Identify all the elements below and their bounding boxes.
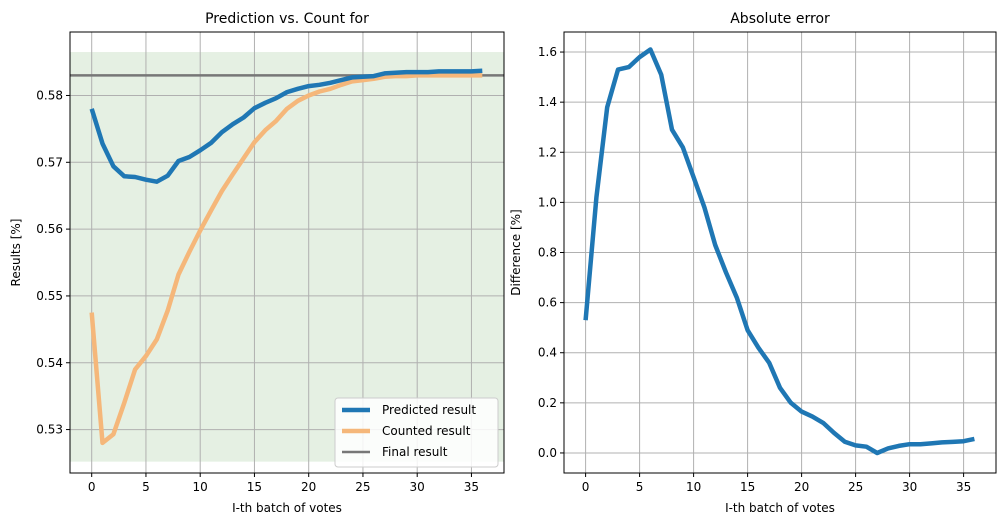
y-tick-label: 1.6 [538, 45, 557, 59]
x-tick-label: 25 [848, 480, 863, 494]
legend: Predicted result Counted result Final resu… [334, 397, 499, 468]
chart-1: 0 5 10 15 20 25 30 35 0.53 0.54 0.55 0.56 0.57 0.58 Pr… [9, 11, 505, 515]
axes-frame [69, 31, 505, 474]
x-tick-label: 0 [582, 480, 590, 494]
x-tick-label: 20 [301, 480, 316, 494]
x-tick-label: 0 [88, 480, 96, 494]
y-tick-label: 0.54 [36, 356, 63, 370]
x-tick-label: 25 [355, 480, 370, 494]
y-tick-label: 0.0 [538, 446, 557, 460]
x-axis-label: I-th batch of votes [232, 501, 342, 515]
x-tick-label: 15 [247, 480, 262, 494]
y-tick-label: 0.53 [36, 423, 63, 437]
y-tick-label: 0.2 [538, 396, 557, 410]
y-tick-label: 0.8 [538, 246, 557, 260]
x-tick-label: 20 [794, 480, 809, 494]
legend-counted-label: Counted result [382, 424, 471, 438]
legend-final-label: Final result [382, 445, 448, 459]
y-tick-label: 0.56 [36, 222, 63, 236]
x-axis-label: I-th batch of votes [725, 501, 835, 515]
y-tick-label: 1.0 [538, 195, 557, 209]
predicted-resultline [89, 68, 483, 184]
x-tick-label: 10 [193, 480, 208, 494]
x-tick-label: 30 [410, 480, 425, 494]
grid [564, 32, 996, 473]
grid [70, 32, 504, 473]
x-tick-label: 15 [740, 480, 755, 494]
x-tick-label: 30 [902, 480, 917, 494]
y-tick-label: 0.55 [36, 289, 63, 303]
x-tick-label: 5 [142, 480, 150, 494]
legend-predicted-label: Predicted result [382, 403, 476, 417]
y-axis-label: Difference [%] [509, 209, 523, 295]
y-axis-label: Results [%] [9, 219, 23, 287]
x-tick-label: 10 [686, 480, 701, 494]
y-tick-label: 0.6 [538, 296, 557, 310]
y-tick-label: 1.2 [538, 145, 557, 159]
chart-title: Absolute error [730, 11, 830, 27]
y-tick-label: 0.58 [36, 88, 63, 102]
shaded-band [70, 52, 504, 462]
error-line [583, 47, 975, 456]
y-tick-label: 1.4 [538, 95, 557, 109]
y-tick-label: 0.4 [538, 346, 557, 360]
chart-title: Prediction vs. Count for [205, 11, 369, 27]
legend-box [334, 397, 499, 468]
y-tick-label: 0.57 [36, 155, 63, 169]
x-tick-label: 35 [956, 480, 971, 494]
chart-2: 0 5 10 15 20 25 30 35 0.0 0.2 0.4 0.6 0.8 1.0 1.2 1.4 1.… [509, 11, 997, 515]
x-tick-label: 35 [464, 480, 479, 494]
x-tick-label: 5 [636, 480, 644, 494]
counted-resultline [89, 73, 483, 446]
